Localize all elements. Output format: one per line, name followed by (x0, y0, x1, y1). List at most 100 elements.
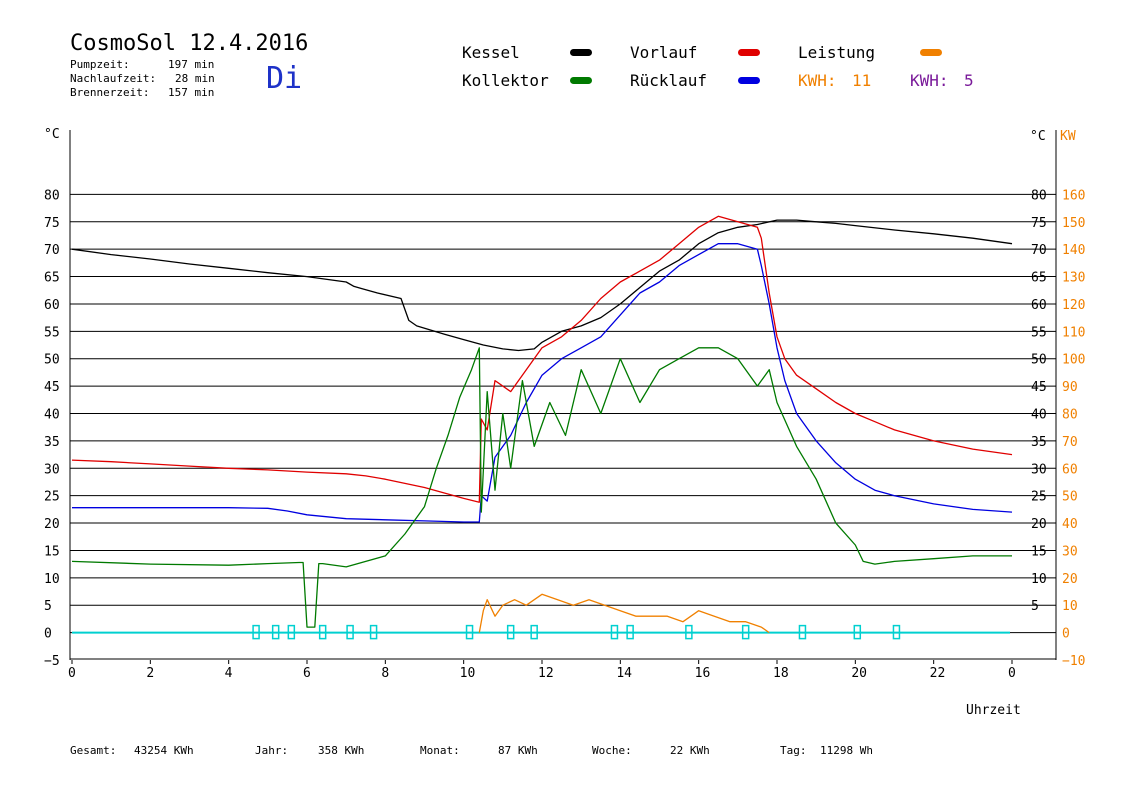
x-tick-label: 10 (460, 666, 476, 681)
grid-lines (70, 193, 1056, 634)
series-line (71, 219, 1013, 352)
y-tick-left: 60 (44, 298, 60, 313)
year-label: Jahr: (255, 744, 288, 757)
y-tick-right-temp: 65 (1031, 271, 1047, 286)
kwh-purple-value: 5 (964, 71, 974, 90)
year-value: 358 KWh (318, 744, 364, 757)
burner-time-value: 157 min (168, 86, 214, 99)
legend-kollektor-label: Kollektor (462, 71, 549, 90)
day-total-label: Tag: (780, 744, 807, 757)
pump-on-marker (853, 624, 862, 640)
y-tick-left: 75 (44, 216, 60, 231)
pump-on-marker (318, 624, 327, 640)
y-tick-right-power: 130 (1062, 271, 1085, 286)
y-tick-right-temp: 5 (1031, 599, 1039, 614)
y-axis-right-temp: 5 10 15 20 25 30 35 40 45 50 55 60 65 70 75 80 (1031, 188, 1047, 614)
y-tick-right-power: 140 (1062, 243, 1085, 258)
pump-on-marker (685, 624, 693, 640)
y-tick-right-temp: 15 (1031, 544, 1047, 559)
x-tick-label: 4 (225, 666, 233, 681)
x-tick-label: 0 (68, 666, 76, 681)
pump-on-marker (798, 624, 807, 640)
pump-on-marker (626, 624, 634, 640)
legend-ruecklauf-label: Rücklauf (630, 71, 707, 90)
y-tick-right-power: 120 (1062, 298, 1085, 313)
legend-leistung-label: Leistung (798, 43, 875, 62)
total-value: 43254 KWh (134, 744, 194, 757)
series-lines (71, 215, 1013, 634)
y-tick-right-power: 20 (1062, 572, 1078, 587)
legend-kollektor-swatch (570, 77, 592, 84)
x-tick-label: 12 (538, 666, 554, 681)
series-line (72, 243, 1013, 523)
y-tick-left: 0 (44, 627, 52, 642)
y-axis-left-unit: °C (44, 127, 60, 142)
y-tick-left: 80 (44, 188, 60, 203)
y-tick-right-power: 150 (1062, 216, 1085, 231)
y-tick-right-power: 60 (1062, 462, 1078, 477)
pump-on-marker (892, 624, 901, 640)
y-tick-right-temp: 35 (1031, 435, 1047, 450)
y-tick-left: 35 (44, 435, 60, 450)
x-tick-label: 22 (930, 666, 946, 681)
y-tick-right-temp: 70 (1031, 243, 1047, 258)
x-tick-label: 8 (381, 666, 389, 681)
week-label: Woche: (592, 744, 632, 757)
pump-on-marker (287, 624, 296, 640)
y-tick-right-power: 40 (1062, 517, 1078, 532)
y-tick-left: 55 (44, 325, 60, 340)
y-tick-right-power: 70 (1062, 435, 1078, 450)
y-tick-left: 70 (44, 243, 60, 258)
y-tick-right-power: 110 (1062, 325, 1085, 340)
y-tick-right-temp: 80 (1031, 188, 1047, 203)
y-tick-right-power: 80 (1062, 408, 1078, 423)
week-value: 22 KWh (670, 744, 710, 757)
x-tick-label: 6 (303, 666, 311, 681)
y-tick-left: −5 (44, 654, 60, 669)
kwh-orange-value: 11 (852, 71, 871, 90)
y-tick-left: 45 (44, 380, 60, 395)
pump-on-marker (252, 624, 260, 640)
x-tick-label: 14 (616, 666, 632, 681)
x-tick-label: 16 (695, 666, 711, 681)
month-label: Monat: (420, 744, 460, 757)
y-tick-right-power: −10 (1062, 654, 1085, 669)
y-tick-left: 25 (44, 490, 60, 505)
y-tick-left: 50 (44, 353, 60, 368)
kwh-purple-label: KWH: (910, 71, 949, 90)
x-tick-label: 20 (851, 666, 867, 681)
pump-on-marker (610, 624, 619, 640)
y-tick-left: 30 (44, 462, 60, 477)
weekday-label: Di (266, 61, 302, 96)
y-tick-right-temp: 30 (1031, 462, 1047, 477)
y-tick-left: 40 (44, 408, 60, 423)
y-axis-left: −5 0 5 10 15 20 25 30 35 40 45 50 55 60 65 70 75 80 (44, 188, 60, 669)
series-line (478, 593, 770, 634)
x-tick-label: 0 (1008, 666, 1016, 681)
overrun-time-label: Nachlaufzeit: (70, 72, 156, 85)
y-tick-right-temp: 75 (1031, 216, 1047, 231)
pump-on-marker (506, 624, 515, 640)
y-tick-right-power: 160 (1062, 188, 1085, 203)
y-tick-right-power: 50 (1062, 490, 1078, 505)
month-value: 87 KWh (498, 744, 538, 757)
legend-leistung-swatch (920, 49, 942, 56)
y-axis-right-temp-unit: °C (1030, 129, 1046, 144)
pump-on-marker (530, 624, 538, 640)
x-axis-label: Uhrzeit (966, 703, 1021, 718)
pump-on-marker (369, 624, 378, 640)
y-tick-right-temp: 10 (1031, 572, 1047, 587)
total-label: Gesamt: (70, 744, 116, 757)
pump-time-value: 197 min (168, 58, 214, 71)
pump-indicator (72, 624, 1010, 640)
y-tick-right-temp: 20 (1031, 517, 1047, 532)
y-tick-right-temp: 60 (1031, 298, 1047, 313)
series-line (71, 215, 1013, 503)
y-tick-left: 5 (44, 599, 52, 614)
y-axis-right-power-unit: KW (1060, 129, 1076, 144)
kwh-orange-label: KWH: (798, 71, 837, 90)
series-line (71, 347, 1012, 628)
y-tick-right-temp: 50 (1031, 353, 1047, 368)
pump-on-marker (741, 624, 750, 640)
